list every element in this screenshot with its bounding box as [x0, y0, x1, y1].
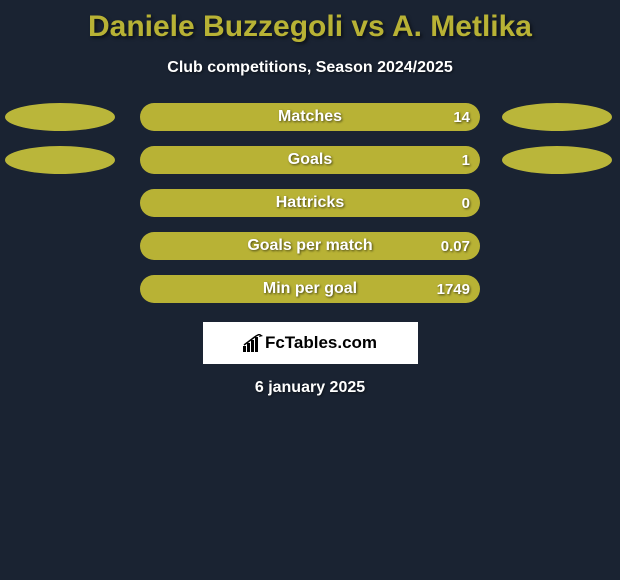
stat-row-goals-per-match: Goals per match 0.07	[0, 231, 620, 261]
subtitle: Club competitions, Season 2024/2025	[167, 59, 452, 77]
stat-label: Matches	[278, 108, 342, 126]
stat-row-hattricks: Hattricks 0	[0, 188, 620, 218]
main-container: Daniele Buzzegoli vs A. Metlika Club com…	[0, 0, 620, 397]
stat-label: Goals	[288, 151, 332, 169]
stat-value: 1	[462, 152, 470, 169]
stats-section: Matches 14 Goals 1 Hattricks 0 Goals per…	[0, 102, 620, 304]
page-title: Daniele Buzzegoli vs A. Metlika	[88, 10, 532, 44]
ellipse-left-icon	[5, 146, 115, 174]
stat-label: Min per goal	[263, 280, 357, 298]
stat-label: Hattricks	[276, 194, 344, 212]
stat-bar: Hattricks 0	[140, 189, 480, 217]
stat-value: 14	[453, 109, 470, 126]
ellipse-right-icon	[502, 103, 612, 131]
stat-row-goals: Goals 1	[0, 145, 620, 175]
stat-row-matches: Matches 14	[0, 102, 620, 132]
logo-content: FcTables.com	[243, 333, 377, 353]
stat-bar: Min per goal 1749	[140, 275, 480, 303]
stat-value: 0.07	[441, 238, 470, 255]
chart-icon	[243, 334, 263, 352]
stat-bar: Matches 14	[140, 103, 480, 131]
stat-label: Goals per match	[247, 237, 372, 255]
stat-bar: Goals 1	[140, 146, 480, 174]
ellipse-right-icon	[502, 146, 612, 174]
stat-row-min-per-goal: Min per goal 1749	[0, 274, 620, 304]
logo-box: FcTables.com	[203, 322, 418, 364]
date-text: 6 january 2025	[255, 379, 365, 397]
ellipse-left-icon	[5, 103, 115, 131]
stat-value: 0	[462, 195, 470, 212]
stat-value: 1749	[437, 281, 470, 298]
logo-text: FcTables.com	[265, 333, 377, 353]
stat-bar: Goals per match 0.07	[140, 232, 480, 260]
